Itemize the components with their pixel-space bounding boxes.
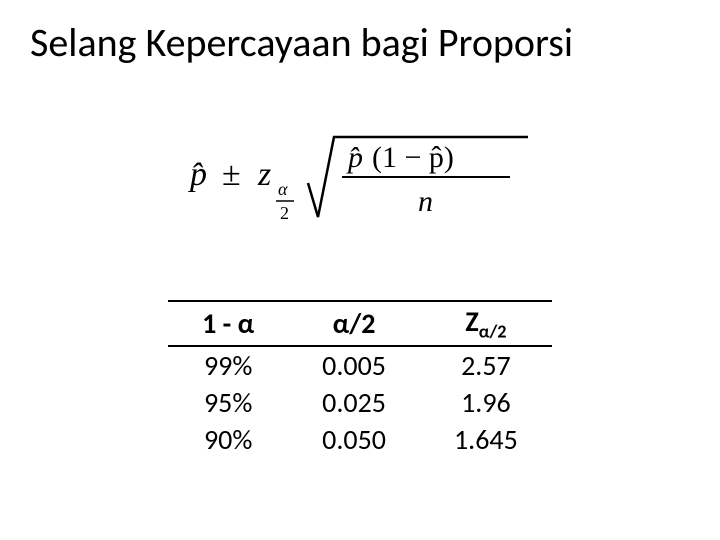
sym-phat-num: p̂ xyxy=(346,141,363,174)
table-row: 95% 0.025 1.96 xyxy=(168,384,552,421)
formula-svg: p̂ ± z α 2 p̂ (1 − p̂) n xyxy=(180,115,540,235)
cell-z: 1.645 xyxy=(420,421,552,458)
cell-alpha-half: 0.005 xyxy=(288,346,420,384)
cell-confidence: 99% xyxy=(168,346,288,384)
col-header-alpha-half: α/2 xyxy=(288,301,420,346)
sym-z: z xyxy=(257,156,271,193)
sym-phat: p̂ xyxy=(188,156,207,193)
cell-confidence: 95% xyxy=(168,384,288,421)
slide: Selang Kepercayaan bagi Proporsi p̂ ± z … xyxy=(0,0,720,540)
z-table-area: 1 - α α/2 Zα/2 99% 0.005 2.57 9 xyxy=(0,300,720,458)
sym-alpha-sub: α xyxy=(278,179,288,199)
cell-z: 2.57 xyxy=(420,346,552,384)
cell-confidence: 90% xyxy=(168,421,288,458)
col-header-z: Zα/2 xyxy=(420,301,552,346)
sym-two-sub: 2 xyxy=(280,203,289,223)
table-row: 90% 0.050 1.645 xyxy=(168,421,552,458)
z-table: 1 - α α/2 Zα/2 99% 0.005 2.57 9 xyxy=(168,300,552,458)
table-header-row: 1 - α α/2 Zα/2 xyxy=(168,301,552,346)
cell-z: 1.96 xyxy=(420,384,552,421)
table-row: 99% 0.005 2.57 xyxy=(168,346,552,384)
sym-pm: ± xyxy=(222,156,241,193)
cell-alpha-half: 0.050 xyxy=(288,421,420,458)
col-header-confidence: 1 - α xyxy=(168,301,288,346)
formula: p̂ ± z α 2 p̂ (1 − p̂) n xyxy=(0,115,720,240)
sym-oneminus: (1 − p̂) xyxy=(372,141,454,174)
cell-alpha-half: 0.025 xyxy=(288,384,420,421)
sym-n: n xyxy=(418,185,433,218)
page-title: Selang Kepercayaan bagi Proporsi xyxy=(30,18,573,67)
